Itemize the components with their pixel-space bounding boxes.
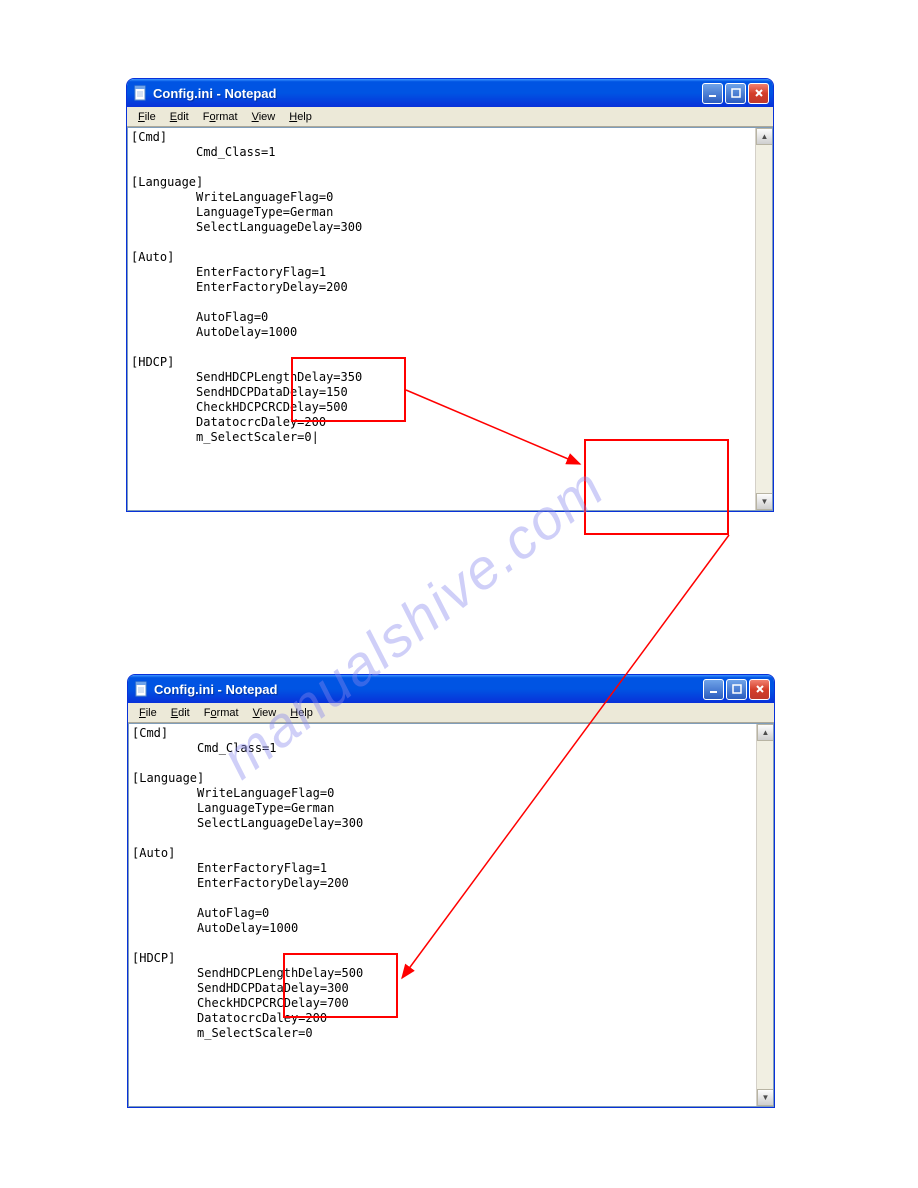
notepad-window-1: Config.ini - Notepad File Edit Format Vi… (126, 78, 774, 512)
close-button[interactable] (748, 83, 769, 104)
scroll-up-button[interactable]: ▲ (757, 724, 774, 741)
text-content[interactable]: [Cmd] Cmd_Class=1 [Language] WriteLangua… (129, 724, 773, 1043)
notepad-icon (134, 681, 150, 697)
window-title: Config.ini - Notepad (154, 682, 703, 697)
window-title: Config.ini - Notepad (153, 86, 702, 101)
text-editor-area[interactable]: [Cmd] Cmd_Class=1 [Language] WriteLangua… (127, 127, 773, 511)
menu-edit[interactable]: Edit (164, 705, 197, 721)
vertical-scrollbar[interactable]: ▲ ▼ (756, 724, 773, 1106)
scroll-down-button[interactable]: ▼ (756, 493, 773, 510)
notepad-icon (133, 85, 149, 101)
menu-edit[interactable]: Edit (163, 109, 196, 125)
menu-format[interactable]: Format (196, 109, 245, 125)
minimize-button[interactable] (702, 83, 723, 104)
maximize-button[interactable] (726, 679, 747, 700)
scroll-down-button[interactable]: ▼ (757, 1089, 774, 1106)
menu-help[interactable]: Help (282, 109, 319, 125)
menu-format[interactable]: Format (197, 705, 246, 721)
close-button[interactable] (749, 679, 770, 700)
titlebar[interactable]: Config.ini - Notepad (128, 675, 774, 703)
text-content[interactable]: [Cmd] Cmd_Class=1 [Language] WriteLangua… (128, 128, 772, 447)
window-controls (703, 679, 770, 700)
text-editor-area[interactable]: [Cmd] Cmd_Class=1 [Language] WriteLangua… (128, 723, 774, 1107)
menubar: File Edit Format View Help (128, 703, 774, 723)
titlebar[interactable]: Config.ini - Notepad (127, 79, 773, 107)
vertical-scrollbar[interactable]: ▲ ▼ (755, 128, 772, 510)
menu-view[interactable]: View (245, 109, 283, 125)
window-controls (702, 83, 769, 104)
maximize-button[interactable] (725, 83, 746, 104)
menu-view[interactable]: View (246, 705, 284, 721)
notepad-window-2: Config.ini - Notepad File Edit Format Vi… (127, 674, 775, 1108)
menubar: File Edit Format View Help (127, 107, 773, 127)
minimize-button[interactable] (703, 679, 724, 700)
menu-file[interactable]: File (131, 109, 163, 125)
menu-help[interactable]: Help (283, 705, 320, 721)
menu-file[interactable]: File (132, 705, 164, 721)
scroll-up-button[interactable]: ▲ (756, 128, 773, 145)
